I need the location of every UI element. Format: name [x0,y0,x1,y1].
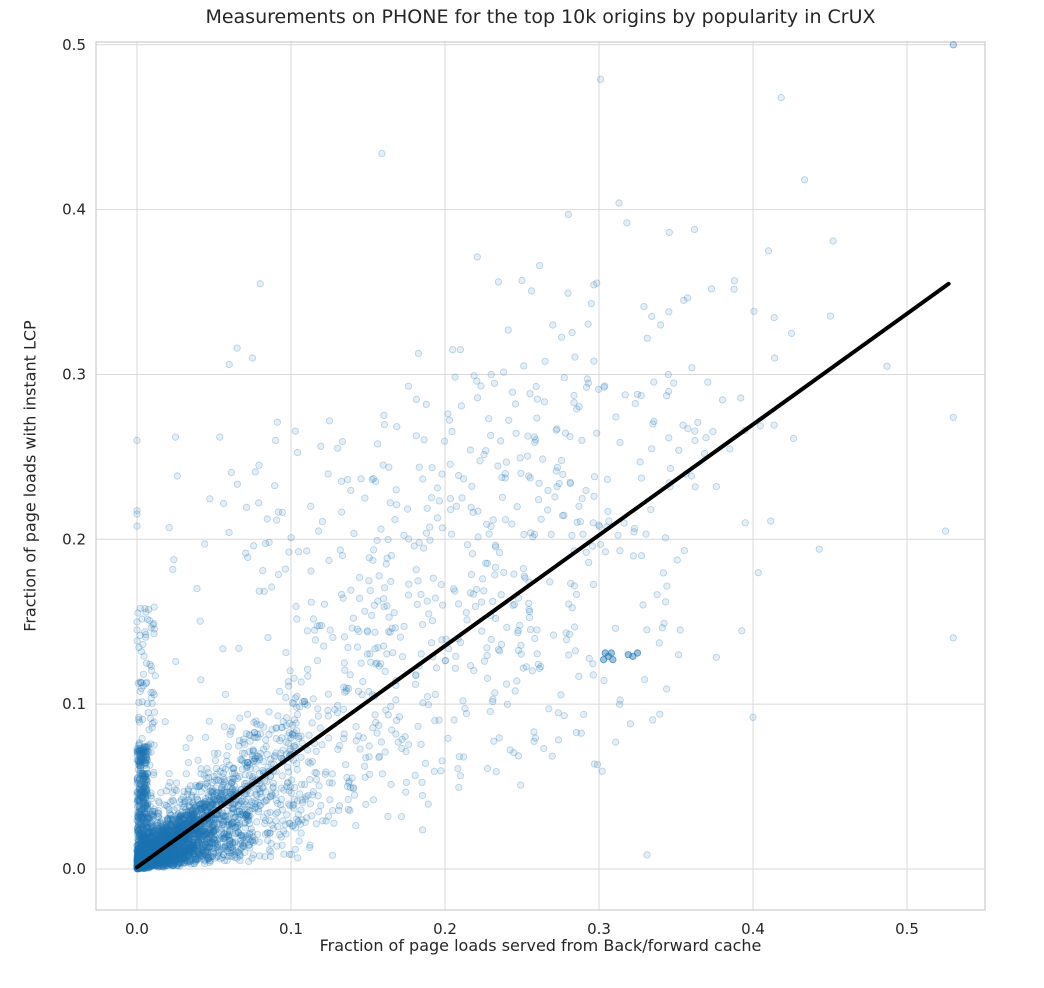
y-tick-label: 0.4 [62,201,86,219]
plot-border [95,41,986,911]
y-tick-label: 0.2 [62,530,86,548]
x-tick-label: 0.3 [587,920,611,938]
x-axis-label: Fraction of page loads served from Back/… [319,936,762,955]
tick-labels: 0.0 0.1 0.2 0.3 0.4 0.5 0.0 0.1 0.2 0.3 0.4 0.5 [62,36,919,938]
y-tick-label: 0.0 [62,860,86,878]
x-tick-label: 0.0 [125,920,149,938]
x-tick-label: 0.1 [279,920,303,938]
x-tick-label: 0.4 [741,920,765,938]
chart-title: Measurements on PHONE for the top 10k or… [205,6,876,28]
y-tick-label: 0.3 [62,365,86,383]
scatter-points-layer [133,41,957,873]
y-tick-label: 0.1 [62,695,86,713]
gridlines [96,42,985,910]
y-axis-label: Fraction of page loads with instant LCP [20,320,40,632]
regression-line [134,281,951,870]
x-tick-label: 0.5 [895,920,919,938]
x-tick-label: 0.2 [433,920,457,938]
y-tick-label: 0.5 [62,36,86,54]
